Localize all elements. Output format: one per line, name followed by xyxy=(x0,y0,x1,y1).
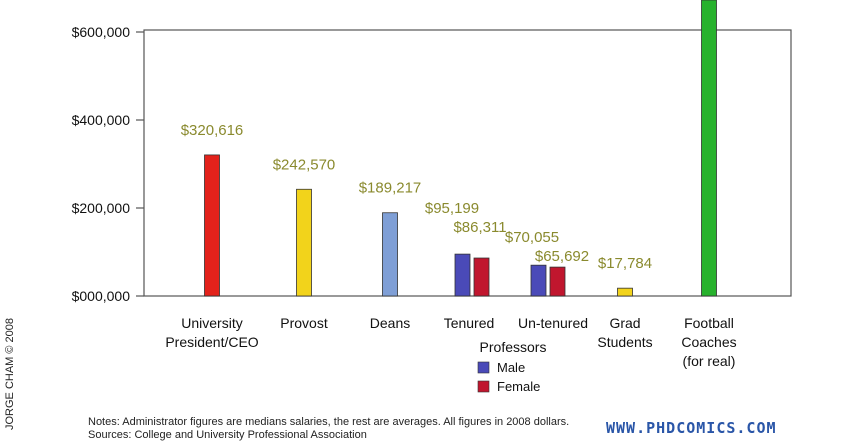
data-label: $320,616 xyxy=(181,122,244,139)
legend-label: Male xyxy=(497,360,525,375)
bar xyxy=(549,266,566,297)
y-tick-label: $400,000 xyxy=(72,112,131,128)
bar xyxy=(382,212,398,297)
bar xyxy=(617,287,633,297)
data-label: $17,784 xyxy=(598,255,652,272)
legend: Male Female xyxy=(477,360,540,394)
y-tick-label: $200,000 xyxy=(72,200,131,216)
data-labels: $320,616 $242,570 $189,217$95,199 $86,311$7… xyxy=(181,122,652,272)
data-label: $242,570 xyxy=(273,156,336,173)
category-label: Football xyxy=(684,315,734,331)
bar xyxy=(296,188,312,297)
copyright: JORGE CHAM © 2008 xyxy=(4,317,16,430)
legend-swatch xyxy=(477,380,490,393)
y-tick-label: $600,000 xyxy=(72,24,131,40)
category-label: Tenured xyxy=(444,315,495,331)
category-label: Un-tenured xyxy=(518,315,588,331)
bar xyxy=(530,264,547,297)
category-label: Provost xyxy=(280,315,328,331)
bars xyxy=(204,0,717,297)
bar xyxy=(701,0,717,297)
data-label: $95,199 xyxy=(425,200,479,217)
category-label: Coaches xyxy=(681,334,736,350)
category-label: (for real) xyxy=(683,353,736,369)
category-label: Students xyxy=(597,334,652,350)
legend-label: Female xyxy=(497,379,540,394)
bar xyxy=(204,154,220,297)
category-label: Deans xyxy=(370,315,410,331)
category-label: University xyxy=(181,315,242,331)
site-url[interactable]: WWW.PHDCOMICS.COM xyxy=(606,419,777,437)
footnote: Notes: Administrator figures are medians… xyxy=(88,416,570,441)
bar xyxy=(473,257,490,297)
y-tick-label: $000,000 xyxy=(72,288,131,304)
category-labels: University President/CEO Provost Deans Tenur… xyxy=(165,315,736,369)
data-label: $86,311 xyxy=(453,219,506,236)
bar xyxy=(454,253,471,297)
category-label: President/CEO xyxy=(165,334,258,350)
salary-bar-chart: $000,000 $200,000 $400,000 $600,000 $320,61… xyxy=(72,0,792,394)
category-label: Grad xyxy=(609,315,640,331)
category-label: Professors xyxy=(480,339,547,355)
legend-swatch xyxy=(477,361,490,374)
data-label: $70,055 xyxy=(505,229,559,246)
y-axis: $000,000 $200,000 $400,000 $600,000 xyxy=(72,24,144,304)
data-label: $65,692 xyxy=(535,248,589,265)
data-label: $189,217 xyxy=(359,180,422,197)
